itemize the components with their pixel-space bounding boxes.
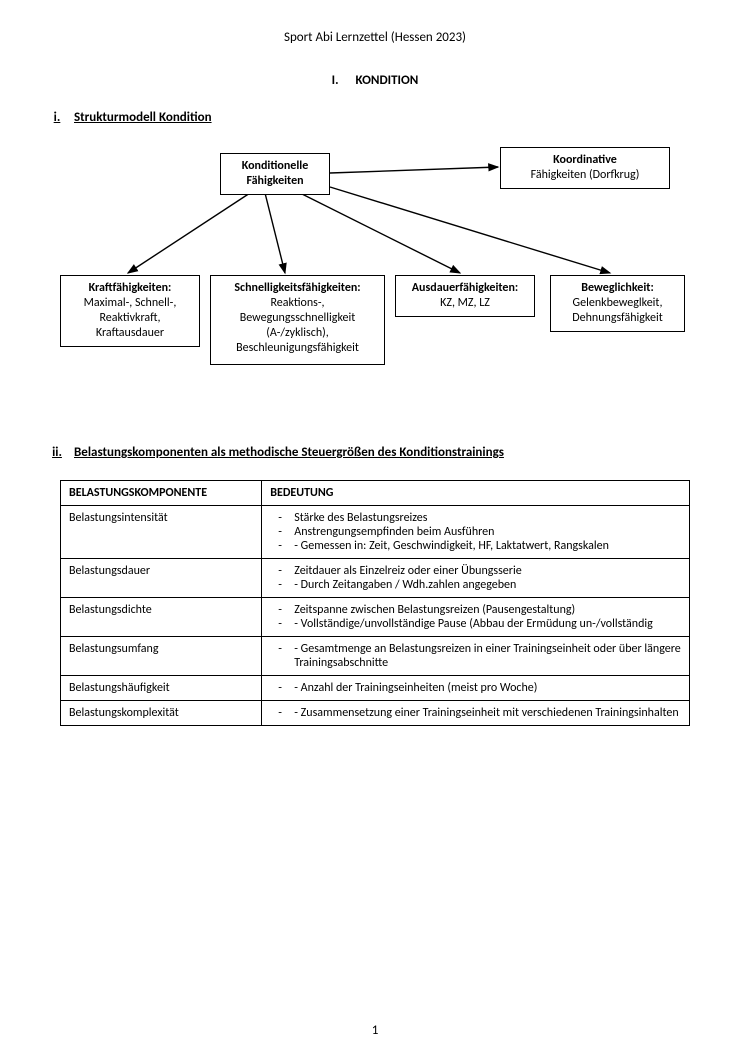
list-item: Zeitspanne zwischen Belastungsreizen (Pa… [284,603,681,617]
diagram-node-beweg: Beweglichkeit:Gelenkbeweglkeit,Dehnungsf… [550,275,685,332]
chapter-heading: I. KONDITION [60,73,690,88]
diagram-node-root: KonditionelleFähigkeiten [220,153,330,195]
list-item: - Gesamtmenge an Belastungsreizen in ein… [284,642,681,670]
diagram-node-ausdauer: Ausdauerfähigkeiten:KZ, MZ, LZ [395,275,535,317]
diagram-node-koord: KoordinativeFähigkeiten (Dorfkrug) [500,147,670,189]
table-row: Belastungsdichte Zeitspanne zwischen Bela… [61,598,690,637]
row-meaning: Stärke des BelastungsreizesAnstrengungse… [262,506,690,559]
row-meaning: Zeitdauer als Einzelreiz oder einer Übun… [262,559,690,598]
row-name: Belastungsintensität [61,506,262,559]
list-item: - Gemessen in: Zeit, Geschwindigkeit, HF… [284,539,681,553]
section-i-heading: i. Strukturmodell Kondition [40,110,690,125]
table-row: Belastungsumfang - Gesamtmenge an Belastu… [61,637,690,676]
list-item: - Durch Zeitangaben / Wdh.zahlen angegeb… [284,578,681,592]
list-item: Stärke des Belastungsreizes [284,511,681,525]
section-i-title: Strukturmodell Kondition [74,110,690,125]
structure-diagram: KonditionelleFähigkeiten KoordinativeFähi… [60,135,690,405]
page: Sport Abi Lernzettel (Hessen 2023) I. KO… [0,0,750,1060]
section-ii-heading: ii. Belastungskomponenten als methodisch… [40,445,690,460]
row-name: Belastungskomplexität [61,701,262,726]
list-item: Zeitdauer als Einzelreiz oder einer Übun… [284,564,681,578]
diagram-node-schnell: Schnelligkeitsfähigkeiten:Reaktions-,Bew… [210,275,385,365]
list-item: Anstrengungsempfinden beim Ausführen [284,525,681,539]
table-row: Belastungshäufigkeit - Anzahl der Trainin… [61,676,690,701]
chapter-roman: I. [332,73,339,88]
section-i-num: i. [40,110,74,125]
row-name: Belastungsdichte [61,598,262,637]
row-meaning: - Gesamtmenge an Belastungsreizen in ein… [262,637,690,676]
row-meaning: - Zusammensetzung einer Trainingseinheit… [262,701,690,726]
list-item: - Zusammensetzung einer Trainingseinheit… [284,706,681,720]
row-name: Belastungshäufigkeit [61,676,262,701]
belastungskomponenten-table: BELASTUNGSKOMPONENTE BEDEUTUNG Belastung… [60,480,690,726]
diagram-node-kraft: Kraftfähigkeiten:Maximal-, Schnell-,Reak… [60,275,200,347]
table-header-1: BEDEUTUNG [262,481,690,506]
row-name: Belastungsdauer [61,559,262,598]
row-meaning: Zeitspanne zwischen Belastungsreizen (Pa… [262,598,690,637]
section-ii-num: ii. [40,445,74,460]
table-row: Belastungskomplexität - Zusammensetzung e… [61,701,690,726]
list-item: - Vollständige/unvollständige Pause (Abb… [284,617,681,631]
section-ii-title: Belastungskomponenten als methodische St… [74,445,690,460]
doc-header: Sport Abi Lernzettel (Hessen 2023) [60,30,690,45]
chapter-title: KONDITION [356,73,419,88]
page-number: 1 [0,1023,750,1038]
row-name: Belastungsumfang [61,637,262,676]
row-meaning: - Anzahl der Trainingseinheiten (meist p… [262,676,690,701]
table-header-0: BELASTUNGSKOMPONENTE [61,481,262,506]
table-row: Belastungsdauer Zeitdauer als Einzelreiz … [61,559,690,598]
table-row: BelastungsintensitätStärke des Belastung… [61,506,690,559]
list-item: - Anzahl der Trainingseinheiten (meist p… [284,681,681,695]
